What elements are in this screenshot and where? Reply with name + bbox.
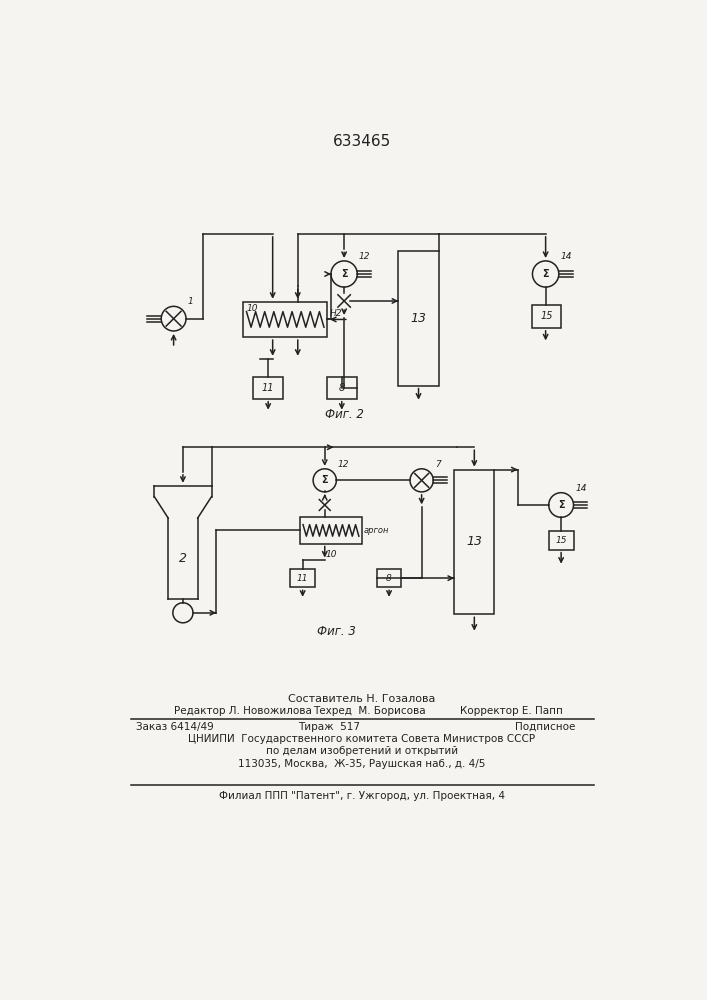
Text: Заказ 6414/49: Заказ 6414/49: [136, 722, 214, 732]
Text: Корректор Е. Папп: Корректор Е. Папп: [460, 706, 563, 716]
Text: 15: 15: [540, 311, 553, 321]
Text: 11: 11: [262, 383, 274, 393]
Text: Редактор Л. Новожилова: Редактор Л. Новожилова: [174, 706, 312, 716]
Bar: [398, 251, 438, 386]
Text: 13: 13: [411, 312, 426, 325]
Text: 13: 13: [467, 535, 482, 548]
Text: 633465: 633465: [333, 134, 391, 149]
Text: 11: 11: [297, 574, 308, 583]
Text: Подписное: Подписное: [515, 722, 575, 732]
Bar: [377, 569, 402, 587]
Bar: [243, 302, 327, 337]
Bar: [290, 569, 315, 587]
Text: 12: 12: [359, 252, 370, 261]
Text: Тираж  517: Тираж 517: [298, 722, 360, 732]
Text: Филиал ППП "Патент", г. Ужгород, ул. Проектная, 4: Филиал ППП "Патент", г. Ужгород, ул. Про…: [219, 791, 505, 801]
Text: по делам изобретений и открытий: по делам изобретений и открытий: [266, 746, 458, 756]
Bar: [549, 531, 573, 550]
Text: 1: 1: [187, 297, 193, 306]
Bar: [327, 377, 356, 399]
Text: 8: 8: [339, 383, 345, 393]
Text: Техред  М. Борисова: Техред М. Борисова: [313, 706, 426, 716]
Bar: [253, 377, 283, 399]
Text: 7: 7: [435, 460, 440, 469]
Bar: [300, 517, 362, 544]
Text: Фиг. 3: Фиг. 3: [317, 625, 356, 638]
Text: аргон: аргон: [363, 526, 389, 535]
Text: Σ: Σ: [542, 269, 549, 279]
Text: 10: 10: [247, 304, 258, 313]
Text: Σ: Σ: [341, 269, 347, 279]
Text: Σ: Σ: [322, 475, 328, 485]
Text: H2: H2: [329, 309, 342, 318]
Text: Составитель Н. Гозалова: Составитель Н. Гозалова: [288, 694, 436, 704]
Bar: [532, 305, 561, 328]
Text: 14: 14: [561, 252, 572, 261]
Text: 12: 12: [338, 460, 349, 469]
Text: ЦНИИПИ  Государственного комитета Совета Министров СССР: ЦНИИПИ Государственного комитета Совета …: [188, 734, 535, 744]
Text: 8: 8: [386, 574, 392, 583]
Text: Σ: Σ: [558, 500, 564, 510]
Bar: [454, 470, 494, 614]
Text: 2: 2: [179, 552, 187, 565]
Text: 14: 14: [575, 484, 587, 493]
Text: 113035, Москва,  Ж-35, Раушская наб., д. 4/5: 113035, Москва, Ж-35, Раушская наб., д. …: [238, 759, 486, 769]
Text: Фиг. 2: Фиг. 2: [325, 408, 363, 421]
Text: 15: 15: [556, 536, 567, 545]
Text: 10: 10: [325, 550, 337, 559]
